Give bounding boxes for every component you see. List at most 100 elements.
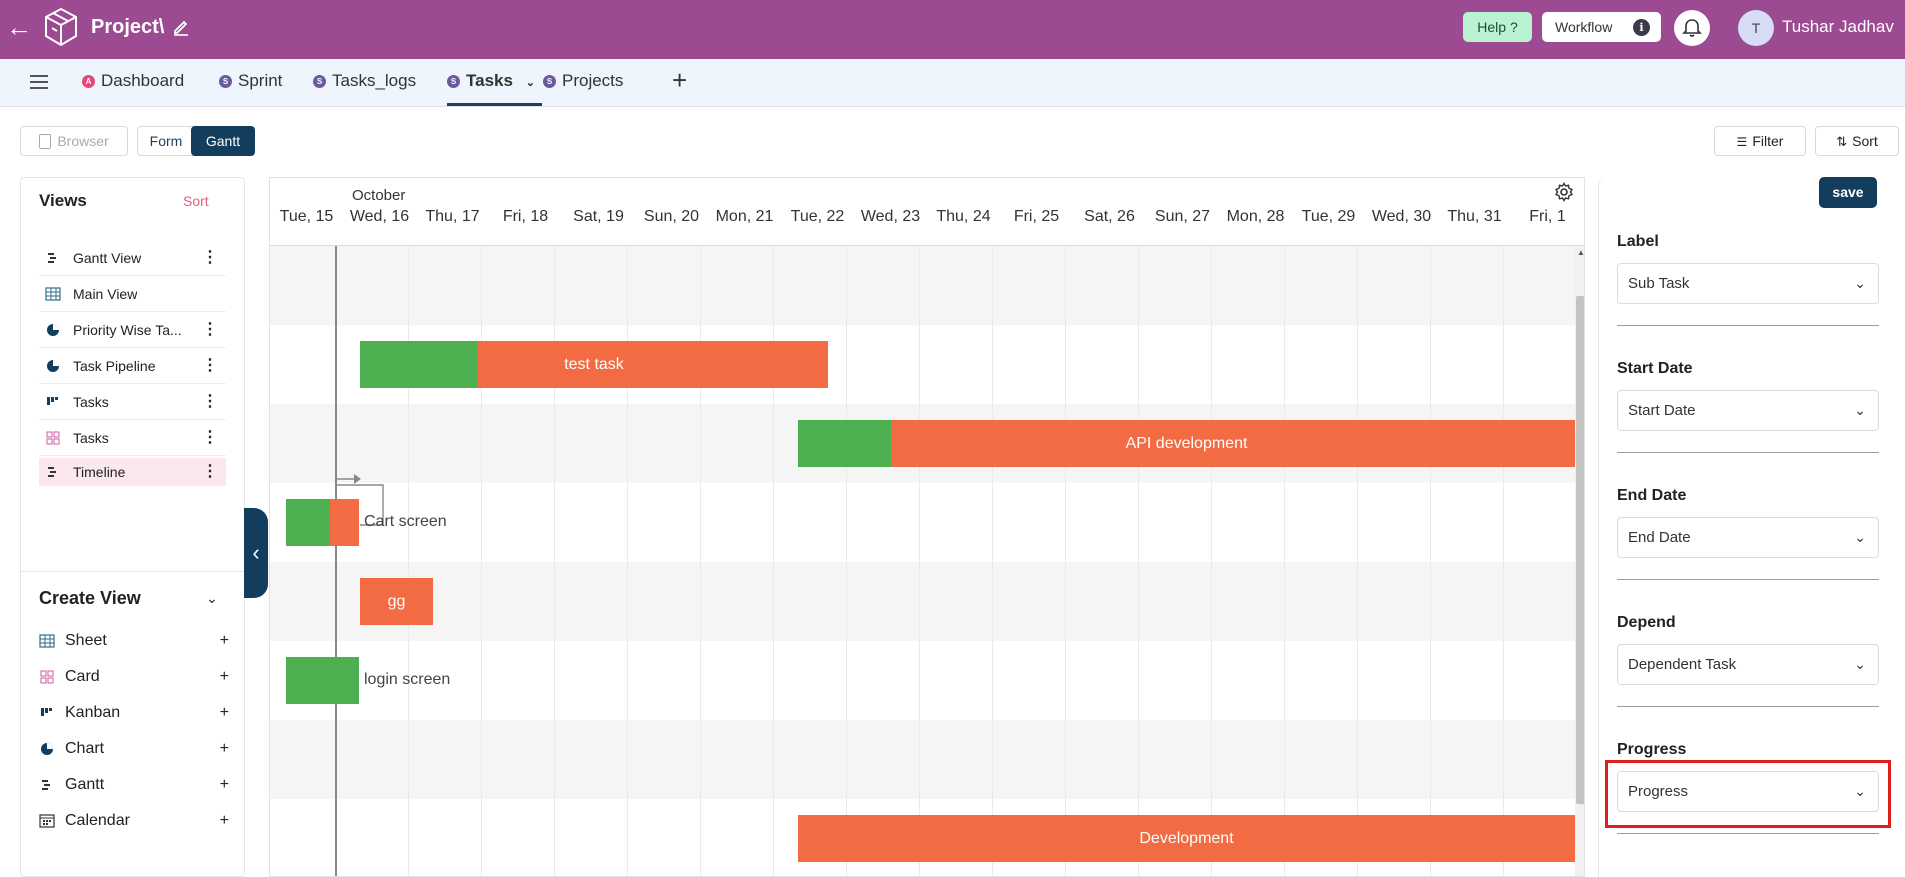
dependency-lines xyxy=(335,474,384,541)
gantt-task-bar[interactable]: test task xyxy=(360,341,828,388)
create-view-chart[interactable]: Chart + xyxy=(39,736,229,762)
workflow-button[interactable]: Workflow i xyxy=(1542,12,1661,42)
task-name[interactable]: login screen xyxy=(364,671,451,688)
views-sort-link[interactable]: Sort xyxy=(183,193,209,209)
more-options-icon[interactable]: ⋮ xyxy=(202,463,218,480)
gantt-task-bar[interactable] xyxy=(286,657,359,704)
edit-pencil-icon[interactable] xyxy=(172,18,190,36)
plus-icon[interactable]: + xyxy=(219,632,229,649)
gantt-task-bar[interactable] xyxy=(286,499,359,546)
add-tab-button[interactable]: + xyxy=(672,65,688,95)
gantt-vertical-scrollbar[interactable]: ▲ xyxy=(1575,246,1585,876)
tab-label: Projects xyxy=(562,71,624,90)
chevron-left-icon: ‹ xyxy=(252,540,260,565)
tab-projects[interactable]: S Projects xyxy=(543,59,623,106)
create-view-sheet[interactable]: Sheet + xyxy=(39,628,229,654)
task-progress-fill xyxy=(286,499,330,546)
back-arrow-icon[interactable]: ← xyxy=(6,12,32,42)
save-button[interactable]: save xyxy=(1819,177,1877,208)
grid-line xyxy=(700,246,701,876)
more-options-icon[interactable]: ⋮ xyxy=(202,321,218,338)
plus-icon[interactable]: + xyxy=(219,740,229,757)
user-name[interactable]: Tushar Jadhav xyxy=(1782,17,1894,36)
view-item-priority-wise[interactable]: Priority Wise Ta... ⋮ xyxy=(39,312,226,348)
field-divider xyxy=(1617,579,1879,580)
chevron-down-icon[interactable]: ⌄ xyxy=(206,590,218,606)
more-options-icon[interactable]: ⋮ xyxy=(202,249,218,266)
help-button[interactable]: Help ? xyxy=(1463,12,1532,42)
plus-icon[interactable]: + xyxy=(219,776,229,793)
create-view-label: Sheet xyxy=(65,632,107,649)
create-view-card[interactable]: Card + xyxy=(39,664,229,690)
plus-icon[interactable]: + xyxy=(219,704,229,721)
start-date-select[interactable]: Start Date ⌄ xyxy=(1617,390,1879,431)
more-options-icon[interactable]: ⋮ xyxy=(202,429,218,446)
more-options-icon[interactable]: ⋮ xyxy=(202,357,218,374)
create-view-label: Chart xyxy=(65,740,105,757)
chevron-down-icon: ⌄ xyxy=(1854,656,1866,672)
create-view-gantt[interactable]: Gantt + xyxy=(39,772,229,798)
view-item-gantt-view[interactable]: Gantt View ⋮ xyxy=(39,240,226,276)
grid-line xyxy=(1138,246,1139,876)
day-column-header: Wed, 16 xyxy=(349,208,410,225)
day-column-header: Tue, 29 xyxy=(1301,208,1356,225)
day-column-header: Sat, 19 xyxy=(573,208,624,225)
create-view-title[interactable]: Create View xyxy=(39,588,141,608)
gantt-task-bar[interactable]: gg xyxy=(360,578,433,625)
tab-label: Sprint xyxy=(238,71,283,90)
sort-button[interactable]: ⇅ Sort xyxy=(1815,126,1899,156)
gantt-task-bar[interactable]: Development xyxy=(798,815,1575,862)
tab-tasks[interactable]: S Tasks ⌄ xyxy=(447,59,542,106)
scrollbar-thumb[interactable] xyxy=(1576,296,1584,804)
hamburger-menu-icon[interactable] xyxy=(30,75,48,91)
more-options-icon[interactable]: ⋮ xyxy=(202,393,218,410)
day-column-header: Thu, 31 xyxy=(1447,208,1502,225)
day-column-header: Mon, 28 xyxy=(1226,208,1285,225)
grid-line xyxy=(1211,246,1212,876)
grid-line xyxy=(773,246,774,876)
notifications-button[interactable] xyxy=(1674,10,1710,46)
collapse-sidebar-button[interactable]: ‹ xyxy=(244,508,268,598)
view-item-label: Priority Wise Ta... xyxy=(73,322,182,338)
browser-button[interactable]: Browser xyxy=(20,126,128,156)
gantt-view-button[interactable]: Gantt xyxy=(191,126,255,156)
view-item-tasks-kanban[interactable]: Tasks ⋮ xyxy=(39,384,226,420)
field-label: Label xyxy=(1617,233,1659,250)
field-label: Start Date xyxy=(1617,360,1693,377)
day-column-header: Fri, 18 xyxy=(502,208,549,225)
grid-icon xyxy=(45,287,61,301)
day-column-header: Thu, 24 xyxy=(936,208,991,225)
chevron-down-icon: ⌄ xyxy=(1854,783,1866,799)
label-select[interactable]: Sub Task ⌄ xyxy=(1617,263,1879,304)
plus-icon[interactable]: + xyxy=(219,668,229,685)
filter-button[interactable]: ☰ Filter xyxy=(1714,126,1806,156)
grid-line xyxy=(1430,246,1431,876)
create-view-calendar[interactable]: Calendar + xyxy=(39,808,229,834)
tab-label: Tasks_logs xyxy=(332,71,417,90)
field-label: End Date xyxy=(1617,487,1687,504)
create-view-kanban[interactable]: Kanban + xyxy=(39,700,229,726)
tab-dashboard[interactable]: A Dashboard xyxy=(82,59,184,106)
progress-select[interactable]: Progress ⌄ xyxy=(1617,771,1879,812)
create-view-label: Card xyxy=(65,668,100,685)
end-date-select[interactable]: End Date ⌄ xyxy=(1617,517,1879,558)
gantt-settings-gear-icon[interactable] xyxy=(1554,182,1574,202)
tab-badge: S xyxy=(219,75,232,88)
gantt-task-bar[interactable]: API development xyxy=(798,420,1575,467)
tab-tasks-logs[interactable]: S Tasks_logs xyxy=(313,59,416,106)
view-item-main-view[interactable]: Main View xyxy=(39,276,226,312)
view-item-task-pipeline[interactable]: Task Pipeline ⋮ xyxy=(39,348,226,384)
depend-select[interactable]: Dependent Task ⌄ xyxy=(1617,644,1879,685)
chevron-down-icon[interactable]: ⌄ xyxy=(525,77,535,89)
sort-icon: ⇅ xyxy=(1836,134,1848,149)
view-item-timeline[interactable]: Timeline ⋮ xyxy=(39,458,226,486)
chevron-down-icon: ⌄ xyxy=(1854,275,1866,291)
scroll-up-icon[interactable]: ▲ xyxy=(1577,248,1585,257)
user-avatar[interactable]: T xyxy=(1738,10,1774,46)
tab-sprint[interactable]: S Sprint xyxy=(219,59,282,106)
day-column-header: Fri, 25 xyxy=(1013,208,1060,225)
form-view-button[interactable]: Form xyxy=(137,126,195,156)
task-name[interactable]: Cart screen xyxy=(364,513,447,530)
plus-icon[interactable]: + xyxy=(219,812,229,829)
view-item-tasks-card[interactable]: Tasks ⋮ xyxy=(39,420,226,456)
